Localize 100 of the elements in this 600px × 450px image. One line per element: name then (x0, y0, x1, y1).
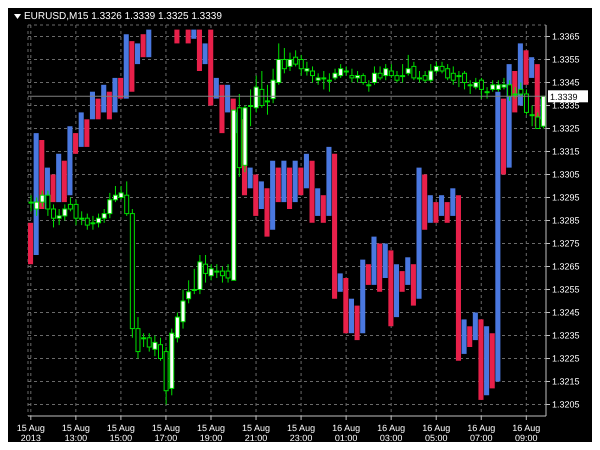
bar (371, 236, 377, 285)
y-tick-label: 1.3365 (552, 32, 580, 42)
bar (298, 168, 304, 196)
bar (523, 50, 529, 85)
bar (28, 222, 34, 264)
chart-title: EURUSD,M15 1.3326 1.3339 1.3325 1.3339 (24, 11, 222, 22)
ref-line-label: 1.3339 (550, 92, 578, 102)
bar (310, 160, 315, 223)
bar (276, 168, 281, 202)
bar (62, 160, 67, 202)
y-tick-label: 1.3305 (552, 170, 580, 180)
y-tick-label: 1.3215 (552, 376, 580, 387)
y-tick-label: 1.3325 (552, 124, 580, 134)
bar (258, 181, 264, 209)
bar (377, 244, 382, 292)
x-tick-label: 16 Aug 03:00 (377, 423, 406, 443)
bar (118, 78, 124, 99)
bar (134, 43, 140, 64)
bar (315, 188, 320, 216)
x-tick-label: 15 Aug 21:00 (242, 423, 270, 443)
y-tick-label: 1.3285 (552, 216, 580, 226)
x-tick-label: 15 Aug 19:00 (196, 423, 226, 443)
bar (264, 188, 270, 237)
bar (270, 160, 276, 230)
bar (196, 30, 202, 71)
bar (472, 312, 478, 340)
bar (50, 174, 56, 202)
y-tick-label: 1.3245 (552, 308, 580, 318)
bar (186, 30, 191, 44)
bar (281, 160, 286, 202)
bar (129, 41, 134, 92)
bar (202, 43, 208, 64)
bar (56, 154, 62, 202)
x-tick-label: 15 Aug 23:00 (287, 423, 316, 443)
candlestick (366, 80, 372, 92)
bar (67, 126, 72, 196)
bar (348, 298, 354, 334)
bar (382, 244, 388, 278)
bar (500, 98, 506, 174)
bar (400, 271, 405, 292)
bar (112, 78, 118, 112)
candlestick (530, 105, 535, 127)
bar (90, 92, 95, 120)
candlestick (186, 280, 192, 304)
bar (191, 30, 196, 39)
bar (248, 168, 253, 188)
bar (444, 202, 450, 223)
bar (462, 319, 467, 354)
y-tick-label: 1.3205 (552, 400, 580, 410)
bar (343, 278, 348, 334)
bar (410, 264, 416, 306)
bar (292, 160, 298, 202)
bar (416, 168, 422, 299)
bar (174, 30, 180, 44)
bar (84, 119, 90, 147)
x-tick-label: 16 Aug 05:00 (422, 423, 450, 443)
y-tick-label: 1.3295 (552, 192, 580, 203)
x-tick-label: 15 Aug 15:00 (106, 423, 135, 443)
bar (428, 195, 433, 223)
bar (405, 257, 410, 285)
bar (101, 84, 106, 112)
bar (78, 112, 84, 147)
y-tick-label: 1.3335 (552, 100, 580, 111)
x-tick-label: 15 Aug 2013 (16, 423, 45, 443)
bar (106, 92, 112, 120)
bar (433, 202, 438, 223)
y-tick-label: 1.3355 (552, 54, 580, 65)
candlestick (326, 72, 332, 92)
y-tick-label: 1.3265 (552, 262, 580, 272)
bar (219, 84, 224, 134)
bar (304, 154, 309, 188)
bar (394, 264, 400, 318)
bar (96, 98, 101, 120)
bar (214, 78, 219, 99)
bar (467, 326, 472, 347)
bar (422, 174, 428, 230)
bar (332, 154, 338, 299)
bar (354, 306, 360, 340)
x-tick-label: 16 Aug 01:00 (332, 423, 360, 443)
bar (439, 195, 444, 216)
bar (456, 195, 461, 361)
bar (140, 34, 146, 58)
y-tick-label: 1.3275 (552, 238, 580, 249)
bar (34, 133, 39, 255)
y-tick-label: 1.3255 (552, 284, 580, 295)
y-tick-label: 1.3235 (552, 330, 580, 341)
bar (338, 273, 343, 292)
bar (478, 319, 484, 400)
bar (529, 57, 534, 78)
bar (146, 30, 152, 58)
y-tick-label: 1.3225 (552, 354, 580, 364)
x-tick-label: 15 Aug 13:00 (62, 423, 90, 443)
bar (287, 168, 292, 209)
bar (490, 333, 495, 388)
bar (495, 92, 500, 382)
y-tick-label: 1.3315 (552, 146, 580, 157)
bar (225, 84, 230, 112)
x-tick-label: 16 Aug 07:00 (467, 423, 496, 443)
bar (360, 260, 366, 334)
bar (320, 195, 326, 223)
